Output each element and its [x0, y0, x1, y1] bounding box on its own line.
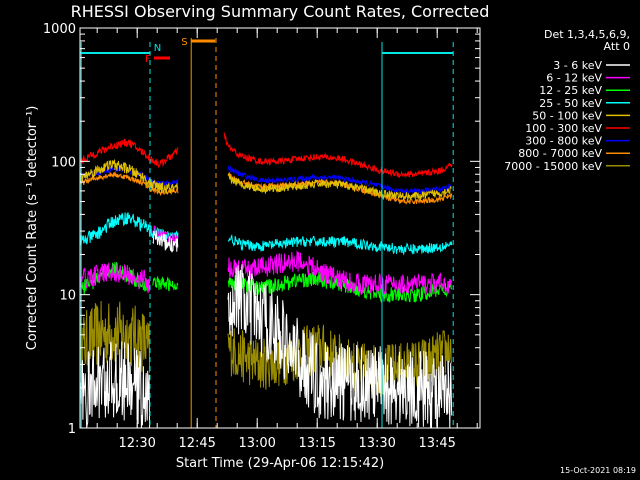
axis-layer: 1 10 100 1000 12:30 12:45 13:00 13:15 13:30 13:45	[43, 22, 481, 451]
x-tick-label: 13:30	[358, 436, 395, 451]
legend-label: 25 - 50 keV	[539, 97, 602, 110]
legend-label: 3 - 6 keV	[553, 59, 602, 72]
series-line-6-12-kev-seg2	[227, 249, 453, 295]
series-line-50-100-kev-seg0	[79, 158, 179, 194]
legend-label: 7000 - 15000 keV	[504, 160, 602, 173]
series-line-50-100-kev-seg1	[227, 174, 452, 200]
legend-label: 800 - 7000 keV	[518, 147, 602, 160]
y-tick-label: 1	[68, 422, 76, 437]
series-line-100-300-kev-seg1	[223, 132, 453, 179]
y-axis-label: Corrected Count Rate (s⁻¹ detector⁻¹)	[25, 106, 40, 351]
legend-label: 12 - 25 keV	[539, 84, 602, 97]
legend-header-line-2: Att 0	[604, 40, 630, 53]
series-line-100-300-kev-seg0	[79, 138, 179, 169]
legend-header-line-1: Det 1,3,4,5,6,9,	[544, 28, 630, 41]
series-line-25-50-kev-seg1	[227, 234, 453, 256]
series-line-3-6-kev-seg2	[227, 264, 453, 429]
series-line-3-6-kev-seg1	[152, 230, 179, 253]
x-tick-label: 12:30	[118, 436, 155, 451]
y-tick-label: 100	[51, 155, 76, 170]
legend-label: 50 - 100 keV	[532, 109, 602, 122]
legend-label: 300 - 800 keV	[525, 135, 602, 148]
series-line-3-6-kev-seg0	[79, 341, 151, 429]
y-tick-label: 1000	[43, 22, 76, 37]
series-line-6-12-kev-seg0	[79, 262, 151, 294]
series-line-7000-15000-kev-seg0	[79, 300, 151, 381]
plot-data-layer: NF S	[79, 37, 454, 429]
x-tick-label: 13:15	[298, 436, 335, 451]
legend-label: 6 - 12 keV	[546, 72, 602, 85]
timestamp: 15-Oct-2021 08:19	[560, 466, 636, 475]
x-tick-label: 13:45	[418, 436, 455, 451]
x-axis-label: Start Time (29-Apr-06 12:15:42)	[176, 456, 384, 471]
flag-label-s: S	[181, 37, 187, 48]
chart-title: RHESSI Observing Summary Count Rates, Co…	[71, 2, 490, 21]
series-line-300-800-kev-seg1	[227, 165, 453, 195]
flag-label-f: F	[145, 54, 151, 65]
x-tick-label: 12:45	[178, 436, 215, 451]
plot-frame	[79, 27, 481, 429]
legend-label: 100 - 300 keV	[525, 122, 602, 135]
flag-label-n: N	[154, 43, 161, 54]
series-line-12-25-kev-seg1	[152, 276, 179, 292]
y-tick-label: 10	[59, 289, 76, 304]
x-tick-label: 13:00	[238, 436, 275, 451]
